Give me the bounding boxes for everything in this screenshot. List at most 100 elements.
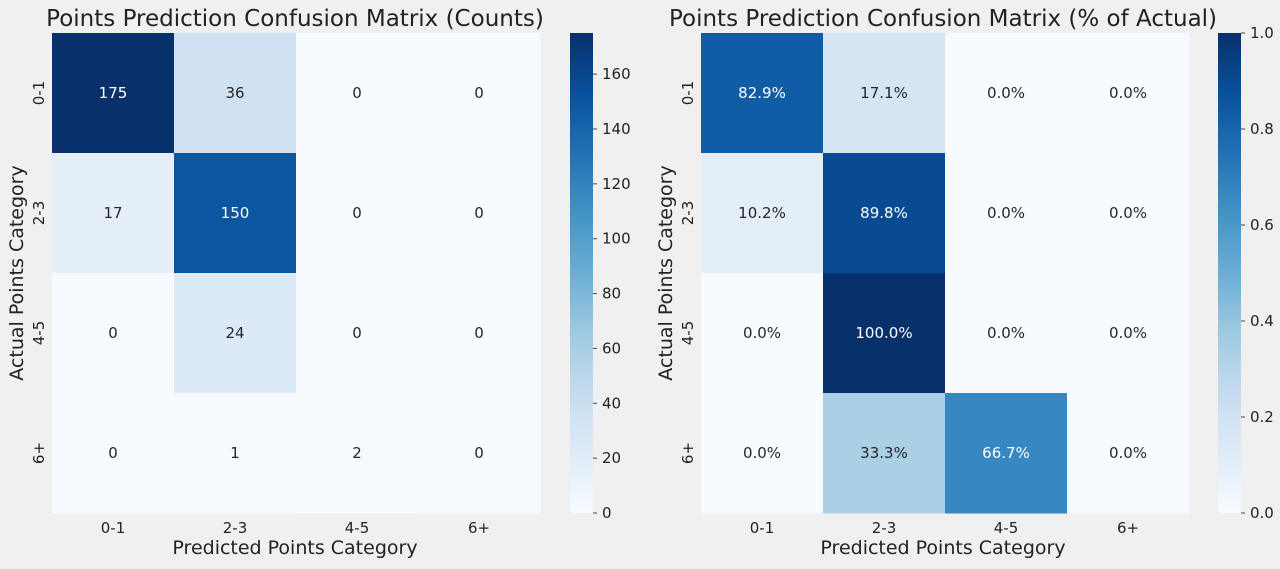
x-axis-label: Predicted Points Category (820, 537, 1065, 559)
colorbar-ticks: 0.0 0.2 0.4 0.6 0.8 1.0 (1241, 24, 1274, 522)
x-tick-label: 2-3 (223, 519, 248, 537)
colorbar-tick-label: 0.0 (1250, 504, 1274, 522)
heatmap-cell (701, 273, 824, 394)
x-tick-label: 6+ (468, 519, 490, 537)
cell-value-label: 0 (352, 324, 362, 342)
heatmap-cell (52, 33, 175, 154)
x-tick-label: 6+ (1117, 519, 1139, 537)
cell-value-label: 66.7% (982, 444, 1030, 462)
cell-value-label: 1 (230, 444, 240, 462)
x-axis-label: Predicted Points Category (172, 537, 417, 559)
heatmap-cell (823, 33, 946, 154)
heatmap-cell (296, 33, 419, 154)
cell-value-label: 0 (352, 84, 362, 102)
heatmap-cell (296, 153, 419, 274)
colorbar-tick-label: 60 (602, 339, 621, 357)
heatmap-cell (52, 273, 175, 394)
chart-title: Points Prediction Confusion Matrix (% of… (669, 6, 1217, 32)
cell-value-label: 0.0% (743, 444, 781, 462)
heatmap-cell (1067, 33, 1190, 154)
y-axis-label: Actual Points Category (655, 165, 677, 380)
heatmap-cell-labels: 82.9% 17.1% 0.0% 0.0% 10.2% 89.8% 0.0% 0.0% 0.0%… (738, 84, 1147, 462)
cell-value-label: 0.0% (1109, 324, 1147, 342)
heatmap-cell (418, 393, 541, 514)
y-tick-label: 2-3 (679, 201, 697, 226)
colorbar (570, 33, 593, 513)
colorbar (1218, 33, 1241, 513)
heatmap-cell-labels: 175 36 0 0 17 150 0 0 0 24 0 0 0 1 2 0 (99, 84, 484, 462)
heatmap-cell (1067, 393, 1190, 514)
cell-value-label: 0.0% (1109, 444, 1147, 462)
heatmap-cell (418, 273, 541, 394)
y-tick-labels: 0-1 2-3 4-5 6+ (679, 81, 697, 464)
heatmap-panel-counts: Points Prediction Confusion Matrix (Coun… (6, 6, 631, 559)
x-tick-label: 4-5 (345, 519, 370, 537)
cell-value-label: 17 (103, 204, 122, 222)
cell-value-label: 0 (474, 84, 484, 102)
heatmap-cell (174, 273, 297, 394)
x-tick-label: 4-5 (994, 519, 1019, 537)
heatmap-cell (296, 273, 419, 394)
colorbar-tick-label: 40 (602, 394, 621, 412)
colorbar-tick-label: 0.8 (1250, 120, 1274, 138)
cell-value-label: 82.9% (738, 84, 786, 102)
x-tick-label: 0-1 (750, 519, 775, 537)
heatmap-cell (1067, 153, 1190, 274)
y-tick-label: 4-5 (679, 321, 697, 346)
heatmap-cell (945, 153, 1068, 274)
heatmap-cell (945, 273, 1068, 394)
cell-value-label: 2 (352, 444, 362, 462)
colorbar-tick-label: 0.4 (1250, 312, 1274, 330)
heatmap-cell (174, 153, 297, 274)
x-tick-labels: 0-1 2-3 4-5 6+ (750, 519, 1139, 537)
cell-value-label: 0 (474, 324, 484, 342)
heatmap-cell (174, 393, 297, 514)
cell-value-label: 175 (99, 84, 128, 102)
y-tick-label: 0-1 (679, 81, 697, 106)
x-tick-labels: 0-1 2-3 4-5 6+ (101, 519, 490, 537)
y-tick-label: 6+ (679, 442, 697, 464)
colorbar-tick-label: 0.2 (1250, 408, 1274, 426)
colorbar-tick-label: 0.6 (1250, 216, 1274, 234)
colorbar-ticks: 0 20 40 60 80 100 120 140 160 (593, 65, 631, 522)
cell-value-label: 36 (225, 84, 244, 102)
cell-value-label: 150 (221, 204, 250, 222)
y-tick-label: 4-5 (30, 321, 48, 346)
heatmap-cell (418, 153, 541, 274)
colorbar-tick-label: 0 (602, 504, 612, 522)
cell-value-label: 24 (225, 324, 244, 342)
cell-value-label: 0 (352, 204, 362, 222)
colorbar-tick-label: 80 (602, 285, 621, 303)
cell-value-label: 89.8% (860, 204, 908, 222)
heatmap-cell (296, 393, 419, 514)
heatmap-cell (52, 153, 175, 274)
x-tick-label: 0-1 (101, 519, 126, 537)
heatmap-cell (945, 33, 1068, 154)
heatmap-cell (174, 33, 297, 154)
heatmap-cell (823, 393, 946, 514)
cell-value-label: 0.0% (1109, 204, 1147, 222)
y-tick-label: 0-1 (30, 81, 48, 106)
cell-value-label: 0.0% (987, 324, 1025, 342)
chart-title: Points Prediction Confusion Matrix (Coun… (46, 6, 544, 32)
y-tick-label: 6+ (30, 442, 48, 464)
cell-value-label: 0 (108, 324, 118, 342)
cell-value-label: 0 (474, 204, 484, 222)
colorbar-tick-label: 100 (602, 230, 631, 248)
cell-value-label: 0 (474, 444, 484, 462)
heatmap-cell (1067, 273, 1190, 394)
colorbar-tick-label: 1.0 (1250, 24, 1274, 42)
heatmap-cell (418, 33, 541, 154)
y-tick-labels: 0-1 2-3 4-5 6+ (30, 81, 48, 464)
colorbar-tick-label: 140 (602, 120, 631, 138)
y-tick-label: 2-3 (30, 201, 48, 226)
cell-value-label: 100.0% (855, 324, 912, 342)
cell-value-label: 0.0% (1109, 84, 1147, 102)
heatmap-cell (701, 33, 824, 154)
heatmap-cell (701, 153, 824, 274)
heatmap-cell (701, 393, 824, 514)
cell-value-label: 0.0% (743, 324, 781, 342)
cell-value-label: 0 (108, 444, 118, 462)
heatmap-cells (701, 33, 1190, 514)
